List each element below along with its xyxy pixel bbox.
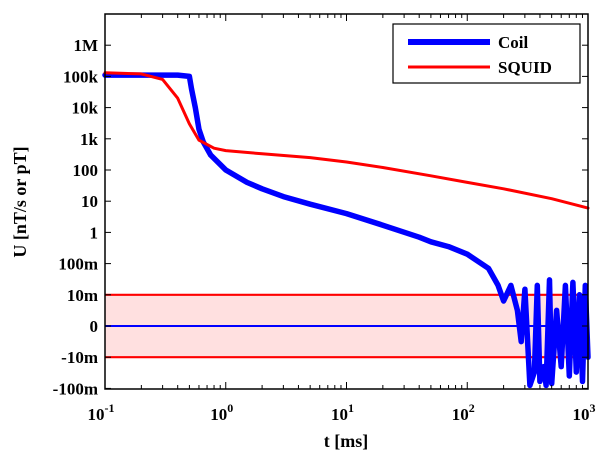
y-tick-label: 1 [90, 223, 99, 242]
x-tick-exponent: -1 [105, 401, 115, 415]
series-layer [102, 71, 591, 389]
y-tick-label: 100m [58, 255, 98, 274]
y-tick-label: 100 [73, 161, 99, 180]
y-tick-label: 10 [81, 192, 98, 211]
y-tick-label: -10m [61, 348, 98, 367]
y-tick-label: 100k [63, 67, 99, 86]
x-tick-base: 10 [573, 405, 590, 424]
y-axis-label: U [nT/s or pT] [10, 146, 30, 257]
legend-label-squid: SQUID [498, 58, 552, 77]
y-tick-label: 10m [67, 286, 98, 305]
x-tick-exponent: 2 [469, 401, 475, 415]
legend: Coil SQUID [392, 23, 581, 84]
series-line-squid [103, 71, 590, 210]
series-line-coil [102, 72, 591, 389]
y-tick-label: 10k [72, 99, 99, 118]
x-tick-label: 10-1 [88, 401, 115, 424]
x-tick-base: 10 [331, 405, 348, 424]
ticks-layer [104, 14, 589, 389]
x-tick-label: 102 [452, 401, 475, 424]
legend-label-coil: Coil [498, 33, 529, 52]
x-axis-label: t [ms] [324, 431, 368, 451]
x-tick-exponent: 0 [227, 401, 233, 415]
y-tick-label: 1M [73, 36, 98, 55]
x-tick-label: 103 [573, 401, 596, 424]
x-tick-labels: 10-1 100 101 102 103 [88, 401, 596, 424]
y-tick-label: -100m [53, 379, 98, 398]
x-tick-label: 101 [331, 401, 354, 424]
y-tick-label: 1k [80, 130, 99, 149]
x-tick-base: 10 [210, 405, 227, 424]
x-tick-exponent: 3 [590, 401, 596, 415]
legend-box [392, 23, 581, 84]
x-tick-base: 10 [88, 405, 105, 424]
x-tick-label: 100 [210, 401, 233, 424]
x-tick-exponent: 1 [348, 401, 354, 415]
y-tick-labels: -100m -10m 0 10m 100m 1 10 100 1k 10k 100k 1M [53, 36, 99, 398]
x-tick-base: 10 [452, 405, 469, 424]
y-tick-label: 0 [90, 317, 99, 336]
